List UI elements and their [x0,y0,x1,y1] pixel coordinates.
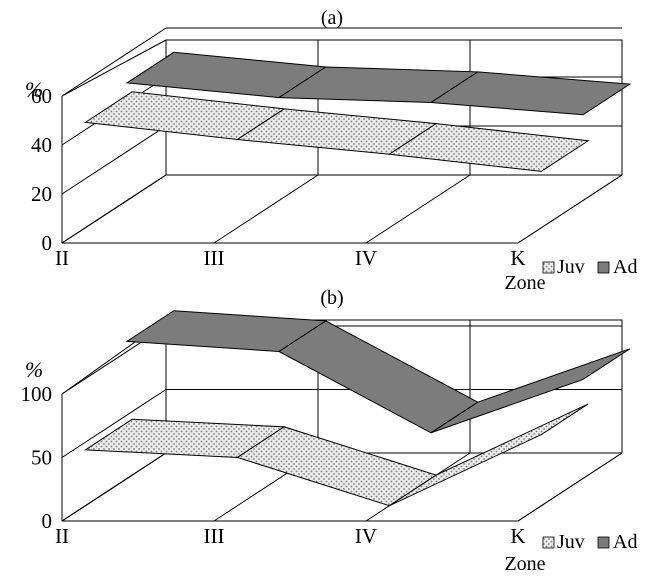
y-tick-label: 0 [42,231,53,255]
legend-ad-swatch [598,537,609,548]
x-tick-label: K [510,524,525,548]
series-juv [85,404,588,506]
x-tick-label: II [55,246,69,270]
ribbon-segment-ad [279,321,478,433]
y-tick-label: 40 [31,133,52,157]
y-tick-label: 100 [21,382,53,406]
x-gridline-floor [518,453,622,521]
legend-juv-swatch [543,537,554,548]
y-gridline-left [62,28,166,96]
x-gridline-floor [366,175,470,243]
ribbon-segment-juv [237,427,436,506]
series-ad [127,311,630,433]
panel-a-series [85,52,629,171]
panel-b-y-axis-label: % [25,357,43,382]
ribbon-segment-ad [431,349,630,433]
y-tick-label: 50 [31,446,52,470]
panel-b-title: (b) [320,287,343,309]
y-tick-label: 0 [42,509,53,533]
legend-juv-label: Juv [557,256,585,278]
x-gridline-floor [62,453,166,521]
x-tick-label: III [204,246,225,270]
x-tick-label: II [55,524,69,548]
legend-ad-swatch [598,262,609,273]
x-tick-label: K [510,246,525,270]
x-gridline-floor [62,175,166,243]
x-gridline-floor [214,175,318,243]
panel-a-legend: Juv Ad [543,256,637,278]
legend-ad-label: Ad [613,531,637,553]
x-tick-label: IV [355,524,377,548]
y-gridline-left [62,126,166,194]
x-tick-label: III [204,524,225,548]
y-tick-label: 60 [31,84,52,108]
panel-b-x-axis-label: Zone [504,553,545,575]
legend-juv-label: Juv [557,531,585,553]
legend-ad-label: Ad [613,256,637,278]
panel-a-title: (a) [321,7,343,29]
y-tick-label: 20 [31,182,52,206]
x-tick-label: IV [355,246,377,270]
x-gridline-floor [518,175,622,243]
panel-b-legend: Juv Ad [543,531,637,553]
panel-b-series [85,311,629,506]
legend-juv-swatch [543,262,554,273]
panel-a-x-axis-label: Zone [504,272,545,294]
